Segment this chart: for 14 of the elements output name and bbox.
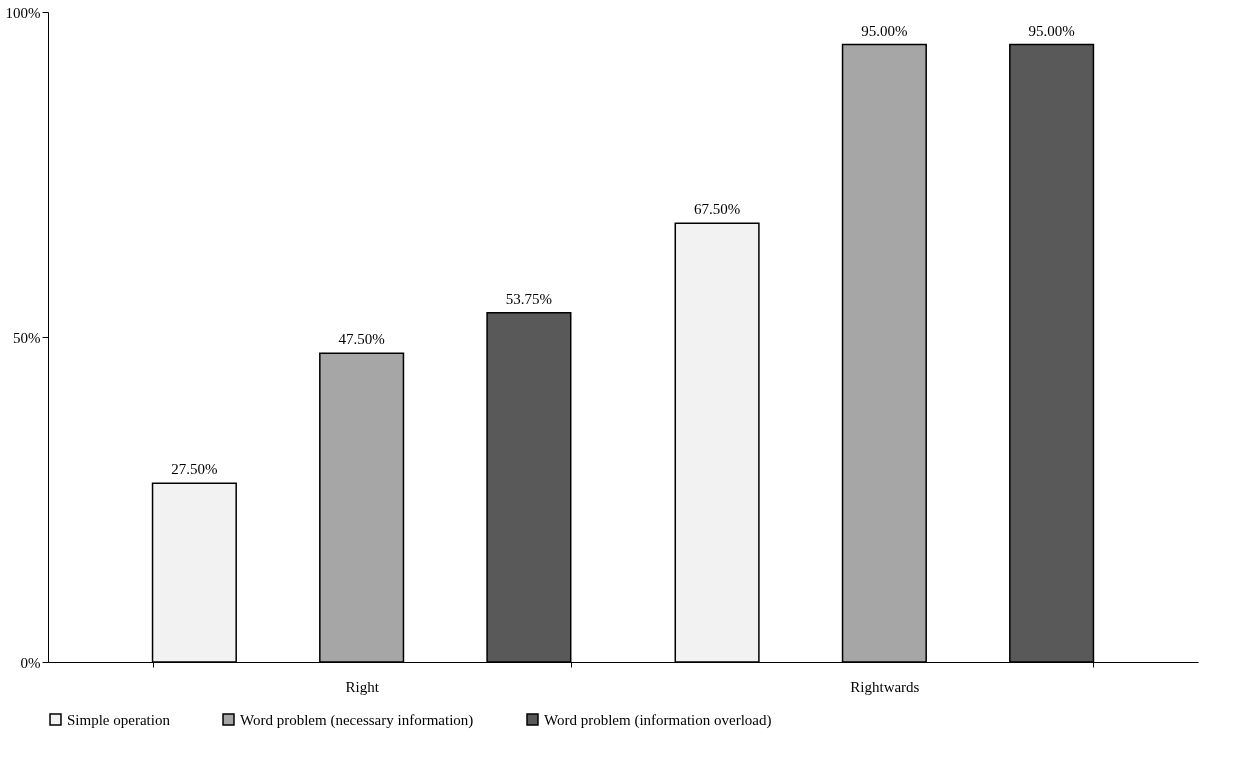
x-tick-label: Right [345, 678, 380, 695]
y-tick-label: 0% [20, 654, 41, 671]
legend-label: Simple operation [67, 711, 171, 728]
data-label: 27.50% [171, 461, 218, 478]
data-label: 53.75% [505, 290, 553, 307]
data-label: 95.00% [861, 22, 908, 39]
data-label: 67.50% [693, 201, 741, 218]
y-tick-label: 100% [5, 4, 41, 21]
data-label: 47.50% [338, 331, 385, 348]
x-tick-label: Rightwards [850, 678, 920, 695]
legend-label: Word problem (necessary information) [240, 711, 474, 729]
legend-label: Word problem (information overload) [544, 711, 772, 729]
data-label: 95.00% [1028, 22, 1075, 39]
y-tick-label: 50% [13, 329, 41, 346]
